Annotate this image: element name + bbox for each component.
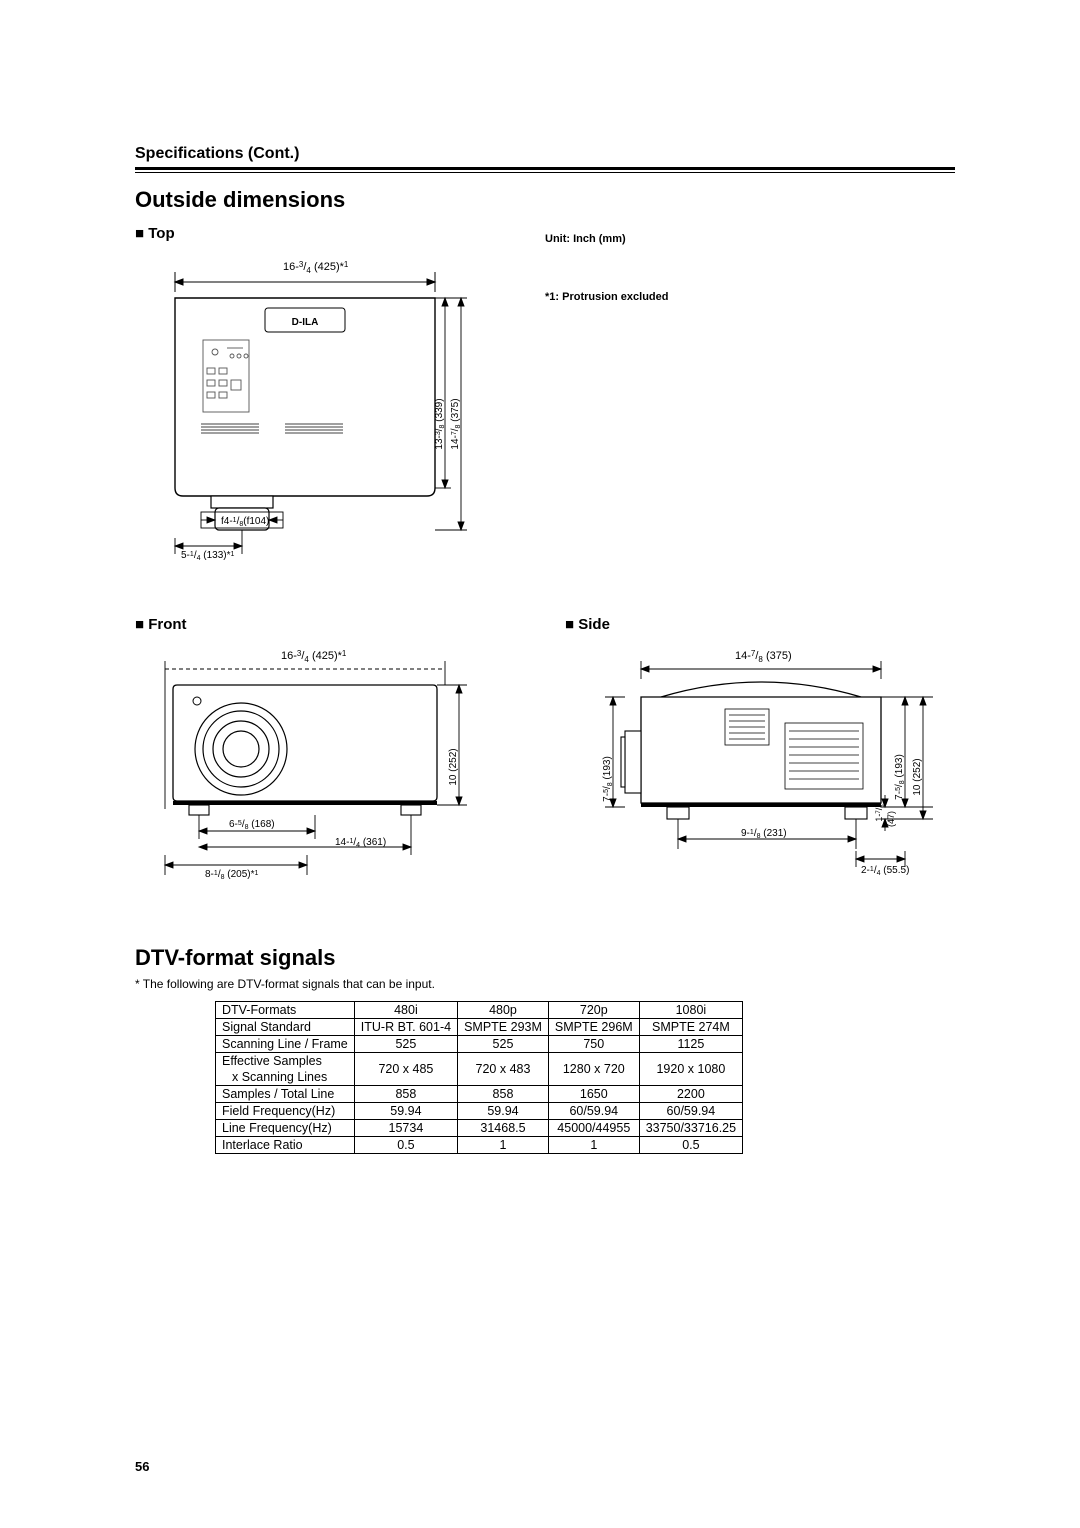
row-label: Signal Standard [216,1019,355,1036]
row-label: Samples / Total Line [216,1086,355,1103]
cell: 31468.5 [458,1120,549,1137]
cell: 2200 [639,1086,742,1103]
cell: 0.5 [639,1137,742,1154]
cell: 33750/33716.25 [639,1120,742,1137]
svg-text:f4-1/8(f104): f4-1/8(f104) [221,516,269,528]
table-row: Line Frequency(Hz) 15734 31468.5 45000/4… [216,1120,743,1137]
top-view-label: ■ Top [135,225,505,242]
dtv-note: * The following are DTV-format signals t… [135,977,955,991]
svg-text:(47): (47) [886,811,896,827]
table-row: Signal Standard ITU-R BT. 601-4 SMPTE 29… [216,1019,743,1036]
side-view-block: ■ Side 14-7/8 (375) [565,610,985,889]
outside-dimensions-title: Outside dimensions [135,187,955,213]
protrusion-note: *1: Protrusion excluded [545,291,668,303]
cell: SMPTE 296M [548,1019,639,1036]
cell: 858 [458,1086,549,1103]
svg-text:16-3/4 (425)*1: 16-3/4 (425)*1 [281,649,347,664]
dtv-title: DTV-format signals [135,945,955,971]
front-view-diagram: 16-3/4 (425)*1 [135,639,505,889]
table-row: Samples / Total Line 858 858 1650 2200 [216,1086,743,1103]
row-label: Field Frequency(Hz) [216,1103,355,1120]
cell: 1920 x 1080 [639,1053,742,1086]
unit-notes: Unit: Inch (mm) *1: Protrusion excluded [545,233,668,303]
svg-text:7-5/8 (193): 7-5/8 (193) [894,754,906,800]
svg-text:14-7/8 (375): 14-7/8 (375) [735,649,792,664]
row-label: Scanning Line / Frame [216,1036,355,1053]
cell: 60/59.94 [548,1103,639,1120]
row-label: Interlace Ratio [216,1137,355,1154]
table-row: Effective Samples 720 x 485 720 x 483 12… [216,1053,743,1070]
cell: 59.94 [354,1103,457,1120]
col-header: DTV-Formats [216,1002,355,1019]
svg-text:6-5/8 (168): 6-5/8 (168) [229,819,275,831]
dtv-table: DTV-Formats 480i 480p 720p 1080i Signal … [215,1001,743,1154]
col-header: 480i [354,1002,457,1019]
svg-text:9-1/8 (231): 9-1/8 (231) [741,828,787,840]
table-row: Scanning Line / Frame 525 525 750 1125 [216,1036,743,1053]
table-header-row: DTV-Formats 480i 480p 720p 1080i [216,1002,743,1019]
svg-text:14-7/8 (375): 14-7/8 (375) [450,398,462,449]
col-header: 480p [458,1002,549,1019]
cell: 0.5 [354,1137,457,1154]
svg-text:D-ILA: D-ILA [292,317,319,328]
front-view-block: ■ Front 16-3/4 (425)*1 [135,610,505,889]
cell: 15734 [354,1120,457,1137]
col-header: 720p [548,1002,639,1019]
cell: SMPTE 274M [639,1019,742,1036]
cell: 750 [548,1036,639,1053]
table-row: Interlace Ratio 0.5 1 1 0.5 [216,1137,743,1154]
divider-thick [135,167,955,170]
svg-text:16-3/4 (425)*1: 16-3/4 (425)*1 [283,260,349,275]
cell: 720 x 485 [354,1053,457,1086]
cell: 1 [458,1137,549,1154]
row-label: x Scanning Lines [216,1069,355,1086]
cell: SMPTE 293M [458,1019,549,1036]
cell: 1650 [548,1086,639,1103]
front-view-label: ■ Front [135,616,505,633]
cell: 525 [458,1036,549,1053]
cell: 1125 [639,1036,742,1053]
svg-text:13-3/8 (339): 13-3/8 (339) [434,398,446,449]
table-row: Field Frequency(Hz) 59.94 59.94 60/59.94… [216,1103,743,1120]
svg-text:10 (252): 10 (252) [448,748,459,785]
cell: 525 [354,1036,457,1053]
svg-text:5-1/4 (133)*1: 5-1/4 (133)*1 [181,550,235,562]
cell: 1 [548,1137,639,1154]
cell: 720 x 483 [458,1053,549,1086]
cell: 1280 x 720 [548,1053,639,1086]
cell: 45000/44955 [548,1120,639,1137]
cell: 858 [354,1086,457,1103]
side-view-diagram: 14-7/8 (375) [565,639,985,889]
row-label: Line Frequency(Hz) [216,1120,355,1137]
svg-text:8-1/8 (205)*1: 8-1/8 (205)*1 [205,869,259,881]
cell: 60/59.94 [639,1103,742,1120]
page-number: 56 [135,1459,149,1474]
cell: 59.94 [458,1103,549,1120]
section-label: Specifications (Cont.) [135,145,955,163]
svg-text:7-5/8 (193): 7-5/8 (193) [602,756,614,802]
top-view-block: ■ Top 16-3/4 (425)*1 D-ILA [135,219,505,568]
divider-thin [135,172,955,173]
side-view-label: ■ Side [565,616,985,633]
row-label: Effective Samples [216,1053,355,1070]
svg-text:10 (252): 10 (252) [912,758,923,795]
cell: ITU-R BT. 601-4 [354,1019,457,1036]
unit-note: Unit: Inch (mm) [545,233,668,245]
top-view-diagram: 16-3/4 (425)*1 D-ILA [135,248,505,568]
svg-text:14-1/4 (361): 14-1/4 (361) [335,837,386,849]
svg-text:2-1/4 (55.5): 2-1/4 (55.5) [861,865,909,877]
col-header: 1080i [639,1002,742,1019]
